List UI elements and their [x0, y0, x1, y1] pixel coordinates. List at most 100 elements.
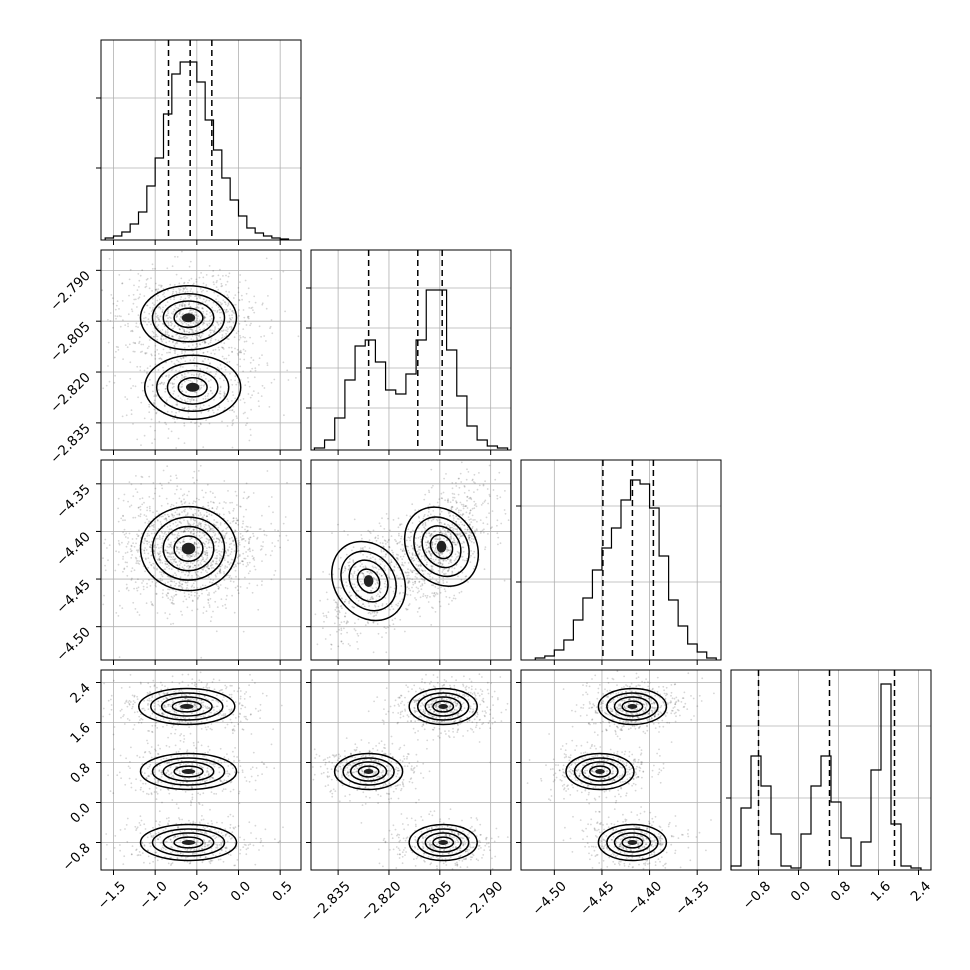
sample-point [162, 293, 164, 296]
sample-point [213, 538, 215, 540]
sample-point [168, 567, 171, 570]
sample-point [461, 542, 463, 545]
sample-point [194, 422, 196, 425]
sample-point [412, 581, 414, 584]
sample-point [108, 544, 111, 546]
sample-point [146, 542, 149, 545]
sample-point [336, 630, 338, 633]
sample-point [104, 538, 107, 541]
sample-point [415, 572, 417, 575]
sample-point [148, 579, 150, 581]
sample-point [231, 420, 234, 422]
sample-point [194, 564, 197, 567]
sample-point [283, 414, 285, 417]
sample-point [403, 550, 406, 552]
sample-point [181, 377, 184, 379]
sample-point [249, 536, 252, 539]
sample-point [138, 506, 140, 509]
sample-point [375, 595, 378, 597]
sample-point [159, 357, 162, 360]
sample-point [179, 362, 182, 364]
sample-point [215, 521, 218, 524]
sample-point [137, 273, 140, 275]
contour-level-2 [166, 369, 219, 405]
sample-point [335, 615, 338, 618]
sample-point [399, 618, 402, 621]
sample-point [182, 541, 184, 543]
sample-point [226, 519, 229, 522]
sample-point [417, 537, 420, 539]
sample-point [149, 691, 151, 693]
sample-point [245, 324, 248, 326]
sample-point [170, 595, 173, 598]
sample-point [432, 569, 434, 571]
sample-point [202, 686, 205, 689]
sample-point [432, 558, 435, 561]
sample-point [218, 538, 220, 541]
sample-point [230, 327, 233, 329]
sample-point [260, 548, 263, 550]
sample-point [379, 591, 382, 594]
sample-point [209, 581, 211, 584]
sample-point [166, 575, 169, 578]
sample-point [214, 328, 217, 330]
sample-point [164, 390, 167, 393]
sample-point [229, 718, 232, 721]
sample-point [182, 600, 185, 603]
sample-point [458, 551, 460, 554]
sample-point [449, 552, 451, 555]
sample-point [243, 353, 246, 355]
sample-point [216, 557, 218, 559]
sample-point [352, 560, 355, 563]
sample-point [447, 531, 449, 533]
sample-point [223, 536, 226, 538]
sample-point [225, 532, 228, 534]
sample-point [201, 531, 204, 534]
sample-point [132, 601, 135, 604]
sample-point [150, 564, 153, 567]
sample-point [170, 541, 173, 544]
sample-point [124, 552, 127, 554]
sample-point [219, 311, 221, 314]
sample-point [183, 595, 186, 598]
sample-point [188, 726, 191, 729]
sample-point [457, 511, 460, 514]
sample-point [211, 507, 214, 510]
sample-point [200, 384, 203, 387]
sample-point [181, 494, 184, 497]
sample-point [197, 510, 200, 512]
sample-point [398, 534, 400, 537]
sample-point [116, 300, 119, 303]
sample-point [249, 324, 252, 327]
sample-point [155, 395, 157, 398]
sample-point [397, 602, 400, 605]
sample-point [229, 562, 232, 564]
sample-point [166, 566, 168, 569]
sample-point [146, 532, 149, 535]
sample-point [180, 500, 183, 502]
sample-point [168, 515, 170, 518]
sample-point [419, 585, 422, 587]
sample-point [183, 330, 186, 333]
sample-point [175, 590, 177, 593]
sample-point [148, 525, 151, 528]
sample-point [441, 532, 444, 535]
sample-point [195, 535, 198, 537]
sample-point [183, 734, 185, 737]
sample-point [338, 610, 340, 612]
sample-point [135, 562, 138, 565]
sample-point [334, 609, 337, 611]
density-peak [181, 542, 196, 555]
sample-point [215, 562, 218, 565]
sample-point [475, 505, 478, 508]
sample-point [209, 315, 212, 318]
sample-point [164, 330, 167, 333]
sample-point [234, 379, 237, 382]
sample-point [180, 390, 183, 393]
sample-point [462, 559, 464, 561]
sample-point [248, 582, 251, 585]
sample-point [361, 547, 364, 550]
joint-0-2-frame [100, 459, 302, 661]
sample-point [166, 267, 169, 270]
sample-point [219, 396, 222, 399]
